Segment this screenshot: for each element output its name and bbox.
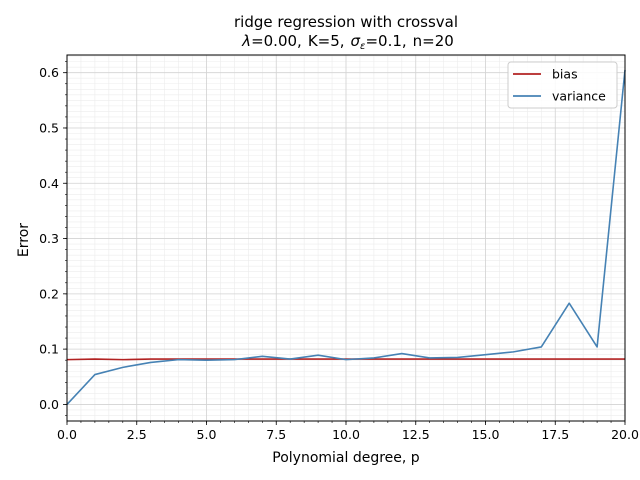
legend: bias variance bbox=[507, 61, 618, 109]
x-tick-label: 15.0 bbox=[472, 427, 500, 442]
y-tick-label: 0.0 bbox=[39, 397, 59, 412]
x-axis-ticks: 0.0 2.5 5.0 7.5 10.0 12.5 15.0 17.5 20.0 bbox=[57, 421, 639, 442]
x-tick-label: 20.0 bbox=[611, 427, 639, 442]
x-axis-label: Polynomial degree, p bbox=[272, 450, 420, 466]
x-tick-label: 17.5 bbox=[541, 427, 569, 442]
x-tick-label: 12.5 bbox=[402, 427, 430, 442]
x-tick-label: 10.0 bbox=[332, 427, 360, 442]
x-tick-label: 0.0 bbox=[57, 427, 77, 442]
y-tick-label: 0.2 bbox=[39, 286, 59, 301]
title-sigma-value: =0.1, bbox=[365, 32, 406, 50]
title-sigma-subscript: ε bbox=[360, 41, 366, 52]
series-layer bbox=[66, 69, 626, 405]
chart-title-line1: ridge regression with crossval bbox=[234, 13, 458, 31]
legend-label-variance: variance bbox=[552, 89, 606, 104]
x-tick-label: 7.5 bbox=[266, 427, 286, 442]
y-tick-label: 0.1 bbox=[39, 342, 59, 357]
title-k: K=5, bbox=[308, 32, 345, 50]
y-axis-ticks: 0.0 0.1 0.2 0.3 0.4 0.5 0.6 bbox=[39, 61, 67, 416]
title-n: n=20 bbox=[413, 32, 454, 50]
y-axis-label: Error bbox=[16, 223, 32, 257]
series-line-variance bbox=[66, 69, 626, 405]
title-lambda-value: =0.00, bbox=[251, 32, 302, 50]
y-tick-label: 0.3 bbox=[39, 231, 59, 246]
title-lambda-symbol: λ bbox=[241, 32, 251, 50]
x-tick-label: 5.0 bbox=[197, 427, 217, 442]
legend-label-bias: bias bbox=[552, 67, 578, 82]
x-tick-label: 2.5 bbox=[127, 427, 147, 442]
chart-title-line2: λ=0.00, K=5, σε=0.1, n=20 bbox=[241, 32, 454, 52]
y-tick-label: 0.6 bbox=[39, 65, 59, 80]
y-tick-label: 0.5 bbox=[39, 120, 59, 135]
title-sigma-symbol: σ bbox=[351, 32, 361, 50]
y-tick-label: 0.4 bbox=[39, 176, 59, 191]
